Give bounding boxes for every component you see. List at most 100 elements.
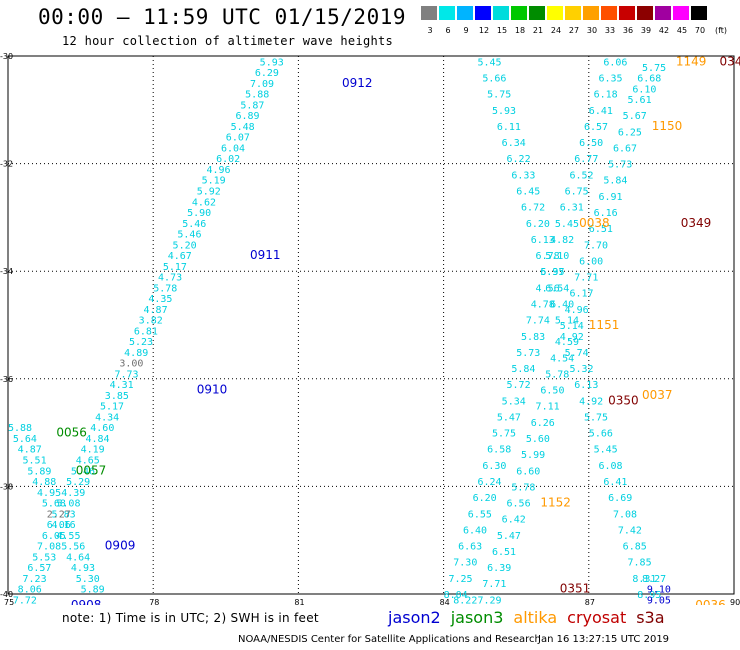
legend-entry-jason2: jason2 xyxy=(388,608,441,627)
wave-height-reading: 5.19 xyxy=(202,176,226,187)
wave-height-reading: 5.47 xyxy=(497,412,521,423)
wave-height-reading: 5.92 xyxy=(197,187,221,198)
latitude-tick-label: -34 xyxy=(0,267,13,276)
wave-height-reading: 6.60 xyxy=(516,466,540,477)
wave-height-reading: 6.68 xyxy=(637,74,661,85)
wave-height-reading: 6.10 xyxy=(632,84,656,95)
wave-height-reading: 4.64 xyxy=(66,552,90,563)
wave-height-reading: 5.66 xyxy=(589,429,613,440)
wave-height-reading: 4.16 xyxy=(52,520,76,531)
longitude-tick-label: 81 xyxy=(294,598,304,605)
scale-swatch xyxy=(457,6,473,20)
pass-time-label: 1149 xyxy=(676,54,707,68)
wave-height-reading: 6.67 xyxy=(613,143,637,154)
wave-height-reading: 3.82 xyxy=(139,316,163,327)
wave-height-reading: 5.89 xyxy=(81,585,105,596)
wave-height-reading: 4.62 xyxy=(192,197,216,208)
pass-time-label: 0056 xyxy=(56,426,87,440)
wave-height-reading: 6.20 xyxy=(473,493,497,504)
wave-height-reading: 5.45 xyxy=(555,219,579,230)
scale-label: 24 xyxy=(550,26,562,35)
wave-height-reading: 5.88 xyxy=(8,423,32,434)
wave-height-reading: 6.18 xyxy=(594,90,618,101)
pass-time-label: 0908 xyxy=(71,598,102,605)
wave-height-reading: 5.84 xyxy=(511,364,535,375)
wave-height-reading: 6.78 xyxy=(536,251,560,262)
pass-time-label: 0909 xyxy=(105,539,136,553)
wave-height-reading: 6.41 xyxy=(603,477,627,488)
wave-height-reading: 6.58 xyxy=(487,445,511,456)
wave-height-reading: 6.50 xyxy=(579,138,603,149)
wave-height-reading: 4.35 xyxy=(148,294,172,305)
wave-height-reading: 7.29 xyxy=(477,595,501,605)
legend-entry-jason3: jason3 xyxy=(450,608,504,627)
wave-height-reading: 5.75 xyxy=(487,90,511,101)
wave-height-reading: 4.92 xyxy=(560,332,584,343)
wave-height-map: 75 78 81 84 87 90-30-32-34-36-38-405.936.297.… xyxy=(0,52,740,605)
wave-height-reading: 6.69 xyxy=(608,493,632,504)
wave-height-reading: 5.99 xyxy=(521,450,545,461)
wave-height-reading: 4.88 xyxy=(32,477,56,488)
wave-height-reading: 6.35 xyxy=(598,74,622,85)
wave-height-reading: 6.31 xyxy=(560,203,584,214)
wave-height-reading: 6.26 xyxy=(531,418,555,429)
wave-height-reading: 7.85 xyxy=(628,558,652,569)
wave-height-reading: 5.93 xyxy=(260,57,284,68)
wave-height-reading: 4.87 xyxy=(144,305,168,316)
scale-swatch xyxy=(619,6,635,20)
wave-height-reading: 6.55 xyxy=(468,509,492,520)
wave-height-reading: 7.30 xyxy=(453,558,477,569)
wave-height-reading: 5.78 xyxy=(545,369,569,380)
wave-height-reading: 5.46 xyxy=(177,230,201,241)
wave-height-reading: 5.75 xyxy=(584,412,608,423)
wave-height-reading: 5.17 xyxy=(100,402,124,413)
wave-height-reading: 5.20 xyxy=(173,240,197,251)
wave-height-reading: 5.67 xyxy=(623,111,647,122)
pass-time-label: 0349 xyxy=(681,216,712,230)
wave-height-reading: 5.46 xyxy=(71,466,95,477)
wave-height-reading: 5.88 xyxy=(245,90,269,101)
wave-height-reading: 6.40 xyxy=(550,299,574,310)
wave-height-reading: 6.22 xyxy=(507,154,531,165)
wave-height-reading: 5.08 xyxy=(56,499,80,510)
wave-height-reading: 5.37 xyxy=(540,267,564,278)
scale-swatch xyxy=(637,6,653,20)
wave-height-reading: 5.47 xyxy=(497,531,521,542)
scale-swatch xyxy=(673,6,689,20)
scale-swatch xyxy=(655,6,671,20)
scale-label: 3 xyxy=(427,26,433,35)
wave-height-reading: 6.89 xyxy=(235,111,259,122)
wave-height-reading: 7.71 xyxy=(574,273,598,284)
wave-height-reading: 5.83 xyxy=(52,509,76,520)
wave-height-reading: 6.91 xyxy=(598,192,622,203)
wave-height-reading: 8.27 xyxy=(642,574,666,585)
wave-height-reading: 8.06 xyxy=(18,585,42,596)
wave-height-reading: 4.78 xyxy=(531,299,555,310)
wave-height-reading: 6.11 xyxy=(497,122,521,133)
wave-height-reading: 5.66 xyxy=(482,74,506,85)
map-frame xyxy=(7,55,735,595)
pass-time-label: 0351 xyxy=(560,582,591,596)
wave-height-reading: 6.56 xyxy=(507,499,531,510)
pass-time-label: 0037 xyxy=(642,388,673,402)
scale-swatch xyxy=(529,6,545,20)
wave-height-reading: 3.00 xyxy=(119,359,143,370)
wave-height-reading: 5.30 xyxy=(76,574,100,585)
scale-label: 30 xyxy=(586,26,598,35)
wave-height-reading: 7.71 xyxy=(482,579,506,590)
wave-height-reading: 5.74 xyxy=(565,348,589,359)
longitude-tick-label: 87 xyxy=(585,598,595,605)
wave-height-reading: 4.73 xyxy=(158,273,182,284)
scale-swatch xyxy=(601,6,617,20)
wave-height-reading: 5.68 xyxy=(42,499,66,510)
wave-height-reading: 7.23 xyxy=(23,574,47,585)
wave-height-reading: 5.64 xyxy=(13,434,37,445)
scale-label: 12 xyxy=(478,26,490,35)
wave-height-reading: 6.42 xyxy=(502,515,526,526)
wave-height-reading: 4.39 xyxy=(61,488,85,499)
wave-height-reading: 5.83 xyxy=(521,332,545,343)
wave-height-reading: 9.10 xyxy=(647,585,671,596)
scale-swatch xyxy=(439,6,455,20)
pass-time-label: 1150 xyxy=(652,119,683,133)
scale-label: 39 xyxy=(640,26,652,35)
